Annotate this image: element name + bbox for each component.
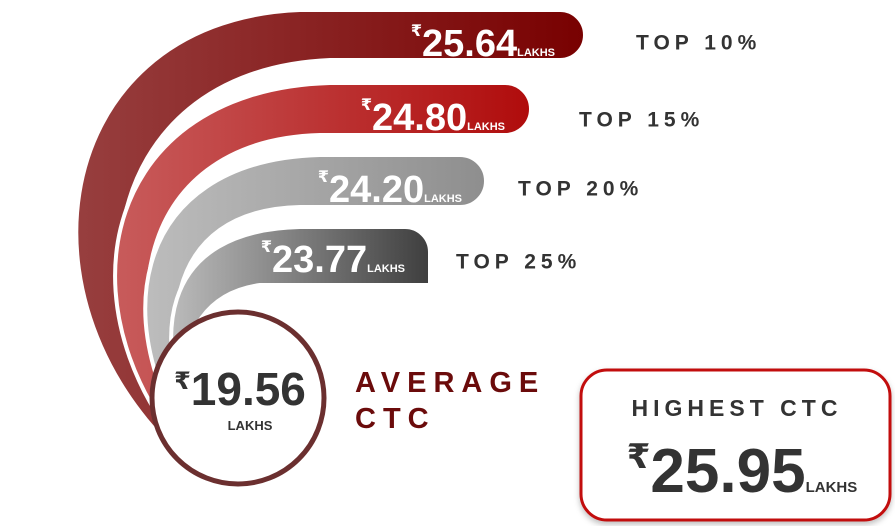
tier-label: TOP 20% bbox=[518, 178, 643, 201]
currency: ₹ bbox=[318, 169, 329, 186]
tiers: ₹25.64LAKHS TOP 10%₹24.80LAKHS TOP 15%₹24.… bbox=[261, 23, 761, 281]
currency: ₹ bbox=[411, 23, 422, 40]
unit: LAKHS bbox=[367, 263, 405, 275]
highest-box bbox=[579, 368, 892, 522]
unit: LAKHS bbox=[806, 479, 858, 496]
currency: ₹ bbox=[174, 368, 191, 395]
highest-value: ₹25.95LAKHS bbox=[627, 437, 858, 506]
highest-title: HIGHEST CTC bbox=[632, 395, 843, 421]
tier-label: TOP 15% bbox=[579, 109, 704, 132]
unit: LAKHS bbox=[517, 47, 555, 59]
tier-value: ₹24.80LAKHS bbox=[361, 97, 505, 139]
currency: ₹ bbox=[261, 239, 272, 256]
currency: ₹ bbox=[361, 97, 372, 114]
number: 25.64 bbox=[422, 23, 517, 65]
average-value: ₹19.56 bbox=[174, 363, 306, 415]
number: 25.95 bbox=[650, 437, 805, 506]
average-circle bbox=[149, 309, 327, 487]
tier-label: TOP 25% bbox=[456, 251, 581, 274]
unit: LAKHS bbox=[424, 193, 462, 205]
tier-value: ₹25.64LAKHS bbox=[411, 23, 555, 65]
tier-value: ₹23.77LAKHS bbox=[261, 239, 405, 281]
currency: ₹ bbox=[627, 438, 651, 476]
average-unit: LAKHS bbox=[228, 418, 273, 433]
tier-value: ₹24.20LAKHS bbox=[318, 169, 462, 211]
tier-label: TOP 10% bbox=[636, 32, 761, 55]
number: 24.20 bbox=[329, 169, 424, 211]
number: 24.80 bbox=[372, 97, 467, 139]
average-label: AVERAGE bbox=[355, 367, 545, 399]
number: 19.56 bbox=[191, 363, 306, 415]
unit: LAKHS bbox=[467, 121, 505, 133]
average-label: CTC bbox=[355, 403, 436, 435]
number: 23.77 bbox=[272, 239, 367, 281]
